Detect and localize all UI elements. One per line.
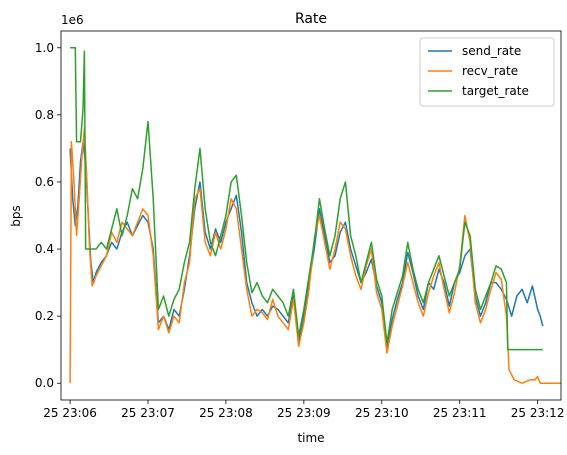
y-tick-label: 0.8 bbox=[35, 108, 54, 122]
chart-title: Rate bbox=[295, 11, 327, 27]
legend-label: target_rate bbox=[462, 84, 529, 98]
y-axis: 0.0 0.2 0.4 0.6 0.8 1.0 bbox=[35, 41, 61, 390]
x-tick-label: 25 23:08 bbox=[199, 406, 253, 420]
plot-frame bbox=[60, 30, 562, 401]
series-group bbox=[69, 47, 561, 384]
x-tick-label: 25 23:11 bbox=[433, 406, 487, 420]
x-tick-label: 25 23:10 bbox=[355, 406, 409, 420]
x-axis: 25 23:06 25 23:07 25 23:08 25 23:09 25 23:10… bbox=[43, 400, 564, 420]
x-tick-label: 25 23:07 bbox=[121, 406, 175, 420]
y-scale-label: 1e6 bbox=[61, 13, 84, 27]
y-tick-label: 0.4 bbox=[35, 242, 54, 256]
y-axis-label: bps bbox=[9, 205, 23, 227]
y-tick-label: 0.0 bbox=[35, 376, 54, 390]
y-tick-label: 0.6 bbox=[35, 175, 54, 189]
legend-label: send_rate bbox=[462, 44, 521, 58]
x-axis-label: time bbox=[297, 431, 324, 445]
series-line-send-rate bbox=[69, 140, 544, 351]
x-tick-label: 25 23:12 bbox=[511, 406, 565, 420]
x-tick-label: 25 23:09 bbox=[277, 406, 331, 420]
legend: send_rate recv_rate target_rate bbox=[419, 37, 555, 107]
series-line-target-rate bbox=[70, 47, 543, 351]
legend-label: recv_rate bbox=[462, 64, 518, 78]
y-tick-label: 0.2 bbox=[35, 309, 54, 323]
y-tick-label: 1.0 bbox=[35, 41, 54, 55]
legend-box bbox=[419, 37, 555, 107]
x-tick-label: 25 23:06 bbox=[43, 406, 97, 420]
